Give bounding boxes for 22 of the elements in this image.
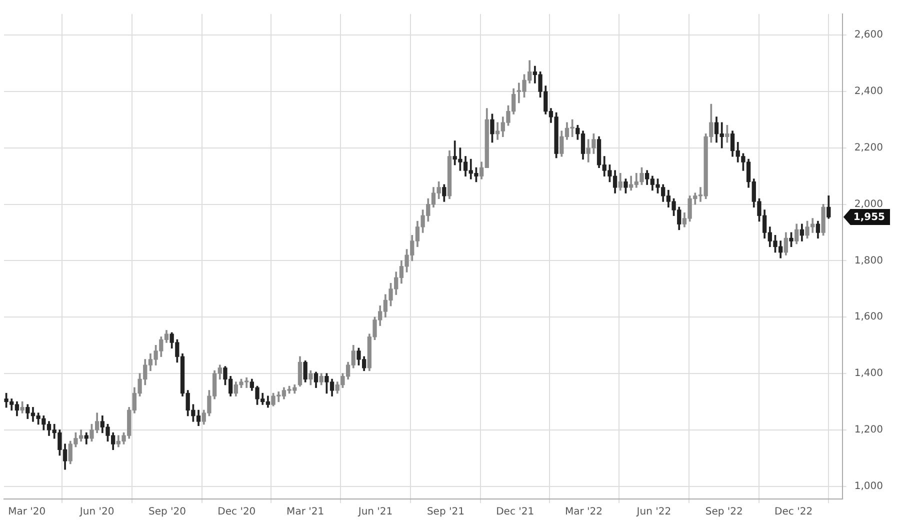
x-tick-label: Jun '20 [78, 506, 114, 518]
x-tick-label: Jun '22 [636, 506, 672, 518]
y-tick-label: 1,000 [854, 480, 884, 492]
y-tick-label: 2,200 [854, 142, 884, 154]
x-tick-label: Dec '22 [774, 506, 813, 518]
x-tick-label: Mar '20 [8, 506, 46, 518]
text: 1,955 [853, 212, 886, 224]
y-tick-label: 2,600 [854, 30, 884, 41]
x-tick-label: Sep '21 [426, 506, 464, 518]
x-tick-label: Mar '22 [565, 506, 603, 518]
x-tick-label: Dec '20 [218, 506, 256, 518]
y-tick-label: 2,000 [854, 198, 884, 210]
x-tick-label: Sep '20 [148, 506, 186, 518]
x-tick-label: Sep '22 [705, 506, 743, 518]
x-tick-label: Dec '21 [496, 506, 534, 518]
y-tick-label: 1,200 [854, 424, 884, 436]
y-tick-label: 1,400 [854, 368, 884, 380]
x-tick-label: Mar '21 [286, 506, 324, 518]
x-tick-label: Jun '21 [357, 506, 393, 518]
y-tick-label: 1,600 [854, 312, 884, 323]
y-tick-label: 1,800 [854, 255, 884, 266]
y-tick-label: 2,400 [854, 86, 884, 98]
